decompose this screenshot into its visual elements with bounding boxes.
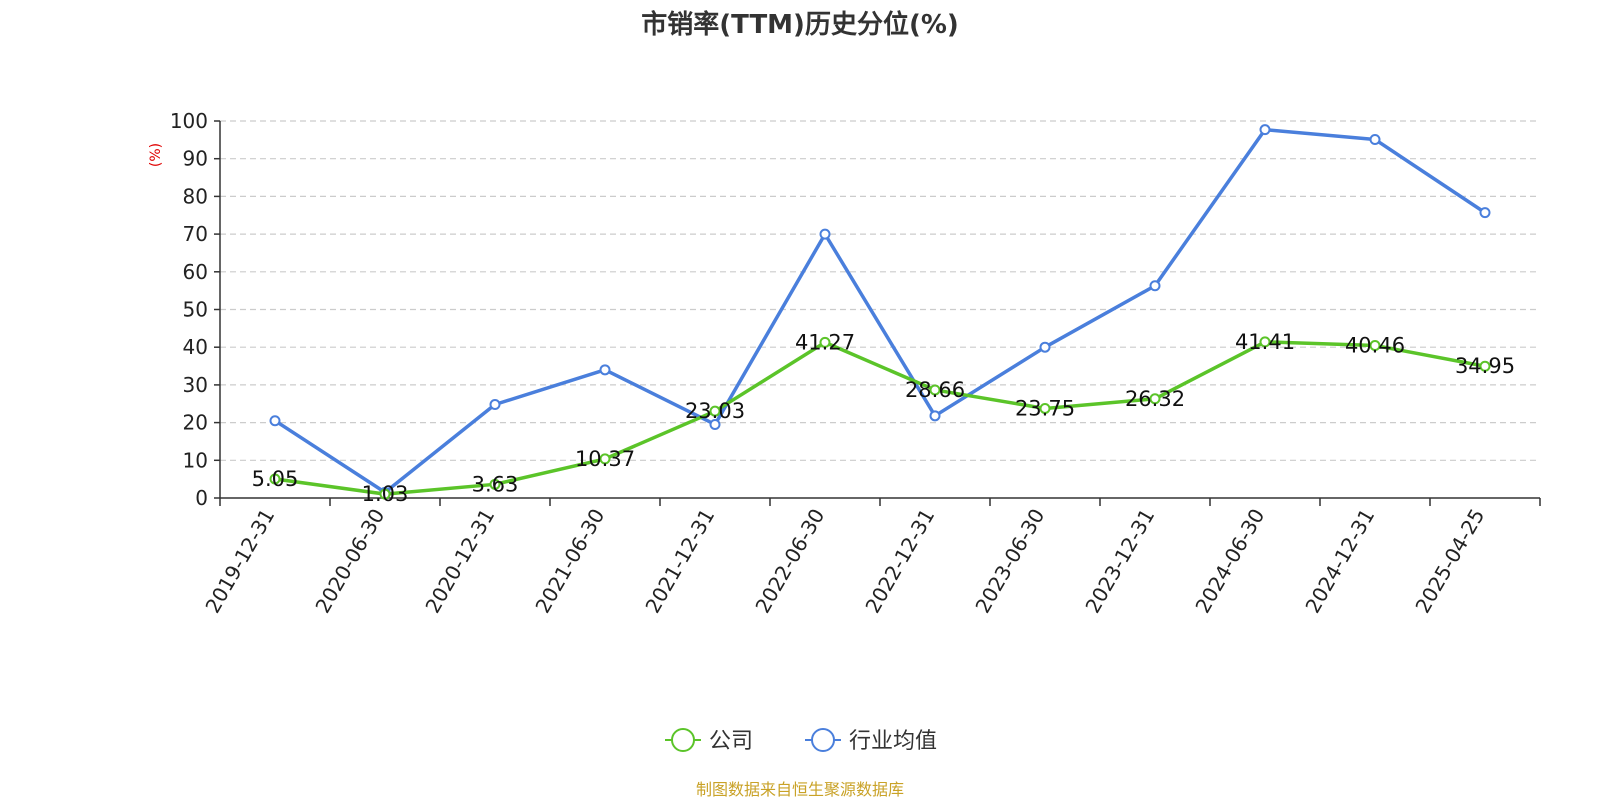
legend[interactable]: 公司 行业均值 bbox=[665, 728, 937, 754]
legend-marker bbox=[671, 728, 695, 752]
data-point-1[interactable] bbox=[1369, 133, 1381, 145]
data-label: 23.03 bbox=[685, 399, 745, 423]
data-point-1[interactable] bbox=[1039, 341, 1051, 353]
data-label: 3.63 bbox=[472, 472, 519, 496]
data-point-1[interactable] bbox=[489, 399, 501, 411]
y-tick-label: 60 bbox=[183, 260, 208, 284]
data-point-1[interactable] bbox=[709, 418, 721, 430]
grid-lines bbox=[220, 120, 1540, 461]
data-label: 34.95 bbox=[1455, 354, 1515, 378]
data-label: 26.32 bbox=[1125, 387, 1185, 411]
data-point-0[interactable] bbox=[599, 453, 611, 465]
x-tick-label: 2021-06-30 bbox=[530, 505, 609, 618]
data-point-1[interactable] bbox=[929, 410, 941, 422]
x-tick-label: 2020-06-30 bbox=[310, 505, 389, 618]
y-tick-label: 50 bbox=[183, 298, 208, 322]
x-tick-label: 2022-06-30 bbox=[750, 505, 829, 618]
source-note: 制图数据来自恒生聚源数据库 bbox=[696, 780, 904, 799]
y-tick-label: 40 bbox=[183, 335, 208, 359]
x-tick-label: 2022-12-31 bbox=[860, 505, 939, 618]
y-tick-label: 10 bbox=[183, 448, 208, 472]
data-point-1[interactable] bbox=[819, 228, 831, 240]
legend-item-1[interactable]: 行业均值 bbox=[805, 728, 937, 754]
data-point-0[interactable] bbox=[819, 336, 831, 348]
y-tick-label: 90 bbox=[183, 147, 208, 171]
y-tick-label: 0 bbox=[195, 486, 208, 510]
y-tick-label: 30 bbox=[183, 373, 208, 397]
data-point-0[interactable] bbox=[1479, 360, 1491, 372]
data-point-0[interactable] bbox=[1369, 339, 1381, 351]
legend-marker bbox=[811, 728, 835, 752]
x-tick-label: 2023-12-31 bbox=[1080, 505, 1159, 618]
data-label: 1.03 bbox=[362, 482, 409, 506]
y-tick-label: 80 bbox=[183, 184, 208, 208]
y-tick-label: 100 bbox=[170, 109, 208, 133]
data-point-1[interactable] bbox=[599, 364, 611, 376]
x-tick-label: 2025-04-25 bbox=[1410, 505, 1489, 618]
x-tick-label: 2024-06-30 bbox=[1190, 505, 1269, 618]
data-point-0[interactable] bbox=[709, 405, 721, 417]
axes: 0 10 20 30 40 50 60 70 80 90 100 2019-12-31 2020-06-… bbox=[170, 109, 1541, 618]
x-tick-label: 2020-12-31 bbox=[420, 505, 499, 618]
data-point-0[interactable] bbox=[379, 488, 391, 500]
y-tick-label: 70 bbox=[183, 222, 208, 246]
data-point-1[interactable] bbox=[1259, 124, 1271, 136]
data-label: 40.46 bbox=[1345, 333, 1405, 357]
data-point-0[interactable] bbox=[489, 478, 501, 490]
data-point-1[interactable] bbox=[269, 415, 281, 427]
legend-item-0[interactable]: 公司 bbox=[665, 728, 753, 754]
chart-title: 市销率(TTM)历史分位(%) bbox=[641, 9, 959, 40]
series-group: 5.05 1.03 3.63 10.37 23.03 41.27 28.66 23.75 26.… bbox=[252, 124, 1515, 506]
data-point-0[interactable] bbox=[1149, 393, 1161, 405]
data-point-0[interactable] bbox=[269, 473, 281, 485]
x-tick-label: 2023-06-30 bbox=[970, 505, 1049, 618]
data-label: 28.66 bbox=[905, 378, 965, 402]
data-point-1[interactable] bbox=[1479, 207, 1491, 219]
data-label: 41.27 bbox=[795, 330, 855, 354]
data-label: 10.37 bbox=[575, 447, 635, 471]
data-point-0[interactable] bbox=[1259, 336, 1271, 348]
data-point-0[interactable] bbox=[929, 384, 941, 396]
y-axis-label: (%) bbox=[148, 143, 164, 167]
data-point-1[interactable] bbox=[1149, 280, 1161, 292]
data-label: 5.05 bbox=[252, 467, 299, 491]
series-line-1 bbox=[274, 127, 1486, 495]
x-tick-label: 2024-12-31 bbox=[1300, 505, 1379, 618]
y-tick-label: 20 bbox=[183, 411, 208, 435]
legend-label: 公司 bbox=[709, 729, 753, 754]
legend-label: 行业均值 bbox=[849, 729, 937, 754]
series-line-0 bbox=[274, 340, 1486, 496]
data-label: 41.41 bbox=[1235, 330, 1295, 354]
data-point-0[interactable] bbox=[1039, 402, 1051, 414]
x-tick-label: 2019-12-31 bbox=[200, 505, 279, 618]
data-label: 23.75 bbox=[1015, 396, 1075, 420]
x-tick-label: 2021-12-31 bbox=[640, 505, 719, 618]
